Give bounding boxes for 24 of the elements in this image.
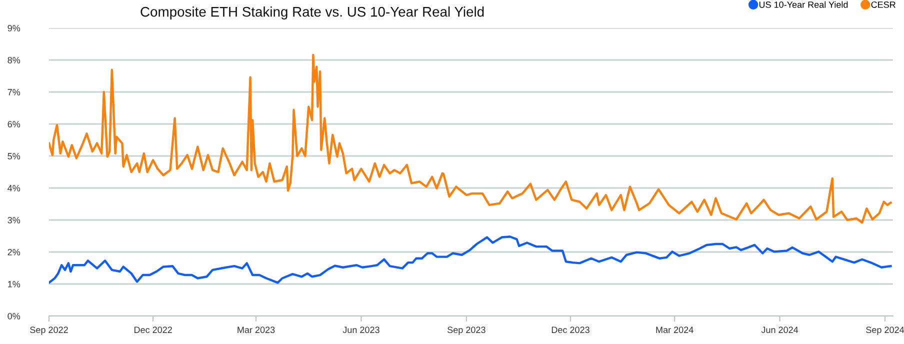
y-tick-label: 3%	[8, 216, 20, 224]
x-tick-label: Dec 2022	[134, 326, 172, 334]
y-tick-label: 1%	[8, 281, 20, 288]
line-series	[49, 236, 892, 284]
legend-label: CESR	[871, 1, 896, 8]
x-tick-label: Sep 2023	[448, 326, 486, 335]
y-tick-label: 0%	[8, 312, 20, 320]
y-tick-label: 8%	[8, 56, 20, 64]
y-tick-label: 4%	[8, 185, 20, 192]
y-tick-label: 6%	[8, 120, 20, 128]
chart-title: Composite ETH Staking Rate vs. US 10-Year Real Yield	[140, 6, 484, 20]
y-tick-label: 9%	[8, 24, 20, 32]
legend-label: US 10-Year Real Yield	[759, 1, 848, 8]
x-tick-label: Sep 2022	[30, 326, 68, 335]
x-tick-label: Mar 2024	[656, 326, 694, 334]
y-tick-label: 2%	[8, 248, 20, 256]
x-tick-label: Mar 2023	[238, 326, 275, 334]
line-series	[49, 54, 892, 224]
x-tick-label: Dec 2023	[552, 326, 590, 334]
x-tick-label: Jun 2024	[761, 326, 798, 334]
x-tick-label: Jun 2023	[342, 326, 380, 334]
x-tick-label: Sep 2024	[866, 326, 904, 335]
y-tick-label: 7%	[8, 89, 20, 96]
y-tick-label: 5%	[8, 153, 20, 160]
